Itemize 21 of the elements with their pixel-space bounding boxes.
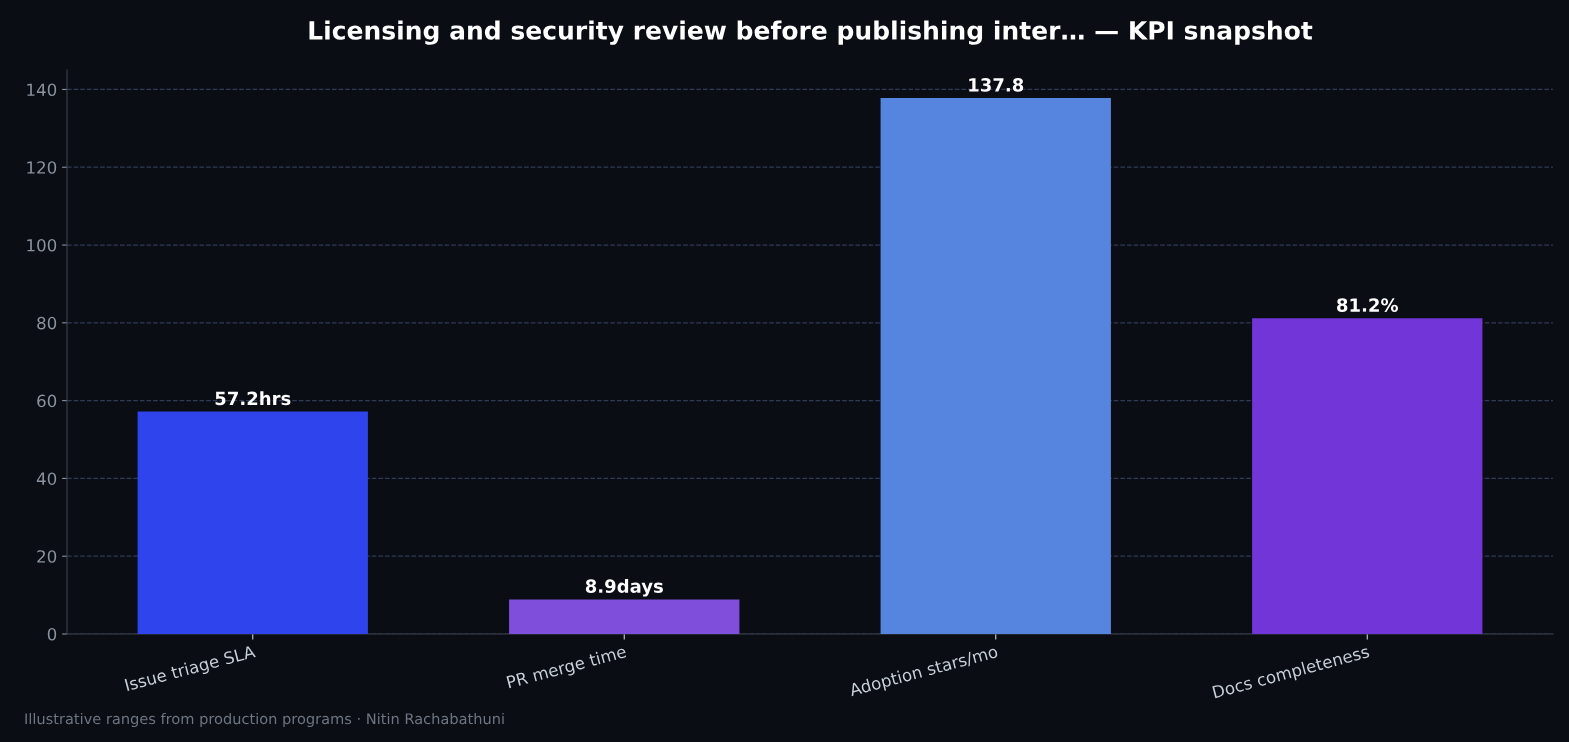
y-tick-label: 0 <box>47 627 57 641</box>
y-tick-label: 60 <box>37 394 57 408</box>
x-tick-label: Adoption stars/mo <box>848 644 1000 700</box>
bar <box>1252 318 1483 634</box>
data-label: 8.9days <box>585 578 663 597</box>
x-tick-label: Issue triage SLA <box>124 644 257 695</box>
bar <box>137 411 368 634</box>
y-tick-label: 20 <box>37 550 57 563</box>
y-tick-label: 100 <box>27 239 57 252</box>
bar <box>509 599 740 634</box>
text: Illustrative ranges from production programs · Nitin Rachabathuni <box>25 712 504 728</box>
data-label: 81.2% <box>1337 298 1398 312</box>
y-tick-label: 140 <box>27 83 57 97</box>
bar <box>880 98 1111 634</box>
chart-title: Licensing and security review before publishing inter… — KPI snapshot <box>309 20 1313 45</box>
y-tick-label: 120 <box>27 161 57 174</box>
y-tick-label: 40 <box>36 472 57 485</box>
x-tick-label: PR merge time <box>506 644 628 692</box>
y-tick-label: 80 <box>37 316 57 330</box>
data-label: 57.2hrs <box>215 391 291 406</box>
data-label: 137.8 <box>969 78 1024 92</box>
